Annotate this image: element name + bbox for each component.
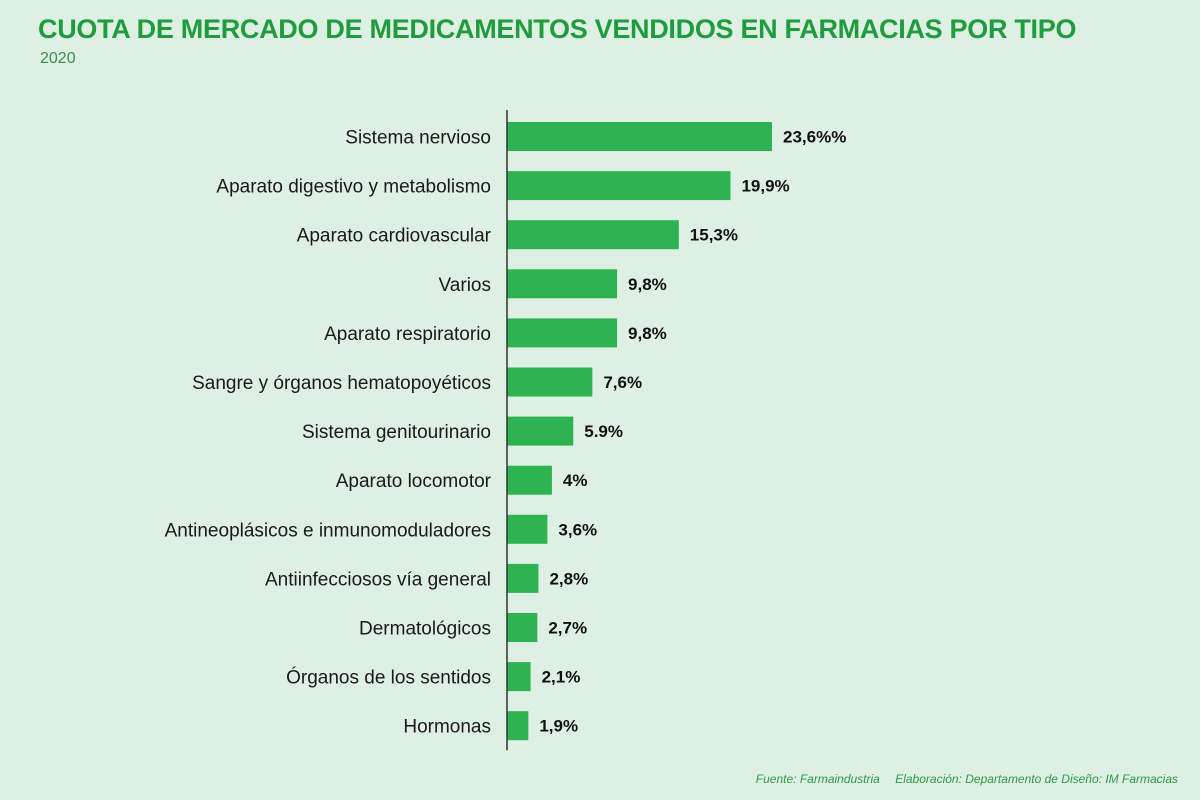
- category-label: Antiinfecciosos vía general: [265, 569, 491, 590]
- category-label: Sangre y órganos hematopoyéticos: [192, 373, 491, 394]
- footer: Fuente: Farmaindustria Elaboración: Depa…: [756, 772, 1178, 786]
- value-label: 1,9%: [539, 717, 578, 736]
- category-label: Sistema genitourinario: [302, 422, 491, 443]
- bar: [507, 416, 574, 446]
- category-label: Hormonas: [403, 717, 491, 738]
- bar: [507, 711, 529, 741]
- category-label: Aparato locomotor: [336, 471, 492, 492]
- bar: [507, 662, 531, 692]
- value-label: 19,9%: [741, 177, 789, 196]
- value-label: 9,8%: [628, 275, 667, 294]
- bar: [507, 613, 538, 642]
- category-label: Aparato digestivo y metabolismo: [216, 177, 491, 198]
- bar: [507, 318, 618, 348]
- bar: [507, 269, 618, 299]
- bar: [507, 514, 548, 544]
- category-label: Dermatológicos: [359, 619, 491, 640]
- value-label: 2,8%: [549, 569, 588, 588]
- value-label: 2,1%: [542, 668, 581, 687]
- category-label: Aparato cardiovascular: [297, 226, 492, 247]
- category-label: Varios: [439, 275, 491, 296]
- value-label: 23,6%%: [783, 128, 846, 147]
- value-label: 4%: [563, 471, 588, 490]
- category-label: Aparato respiratorio: [324, 324, 491, 345]
- value-label: 5.9%: [584, 422, 623, 441]
- value-label: 2,7%: [548, 619, 587, 638]
- bar: [507, 122, 772, 151]
- value-label: 15,3%: [690, 226, 738, 245]
- category-label: Antineoplásicos e inmunomoduladores: [165, 520, 491, 541]
- bar: [507, 367, 593, 397]
- chart-title: CUOTA DE MERCADO DE MEDICAMENTOS VENDIDO…: [38, 14, 1077, 44]
- source-note: Fuente: Farmaindustria: [755, 772, 880, 786]
- value-label: 9,8%: [628, 324, 667, 343]
- value-label: 3,6%: [558, 520, 597, 539]
- category-label: Sistema nervioso: [345, 128, 491, 149]
- bar: [507, 563, 539, 593]
- bar: [507, 465, 552, 495]
- bar: [507, 220, 679, 250]
- value-label: 7,6%: [603, 373, 642, 392]
- credit-note: Elaboración: Departamento de Diseño: IM …: [895, 772, 1178, 786]
- chart-subtitle: 2020: [40, 50, 76, 67]
- bars-group: Sistema nervioso 23,6%% Aparato digestivo …: [165, 122, 846, 741]
- category-label: Órganos de los sentidos: [286, 667, 491, 689]
- bar: [507, 171, 731, 201]
